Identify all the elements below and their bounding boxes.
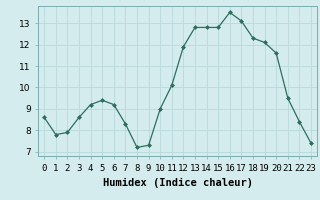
X-axis label: Humidex (Indice chaleur): Humidex (Indice chaleur)	[103, 178, 252, 188]
